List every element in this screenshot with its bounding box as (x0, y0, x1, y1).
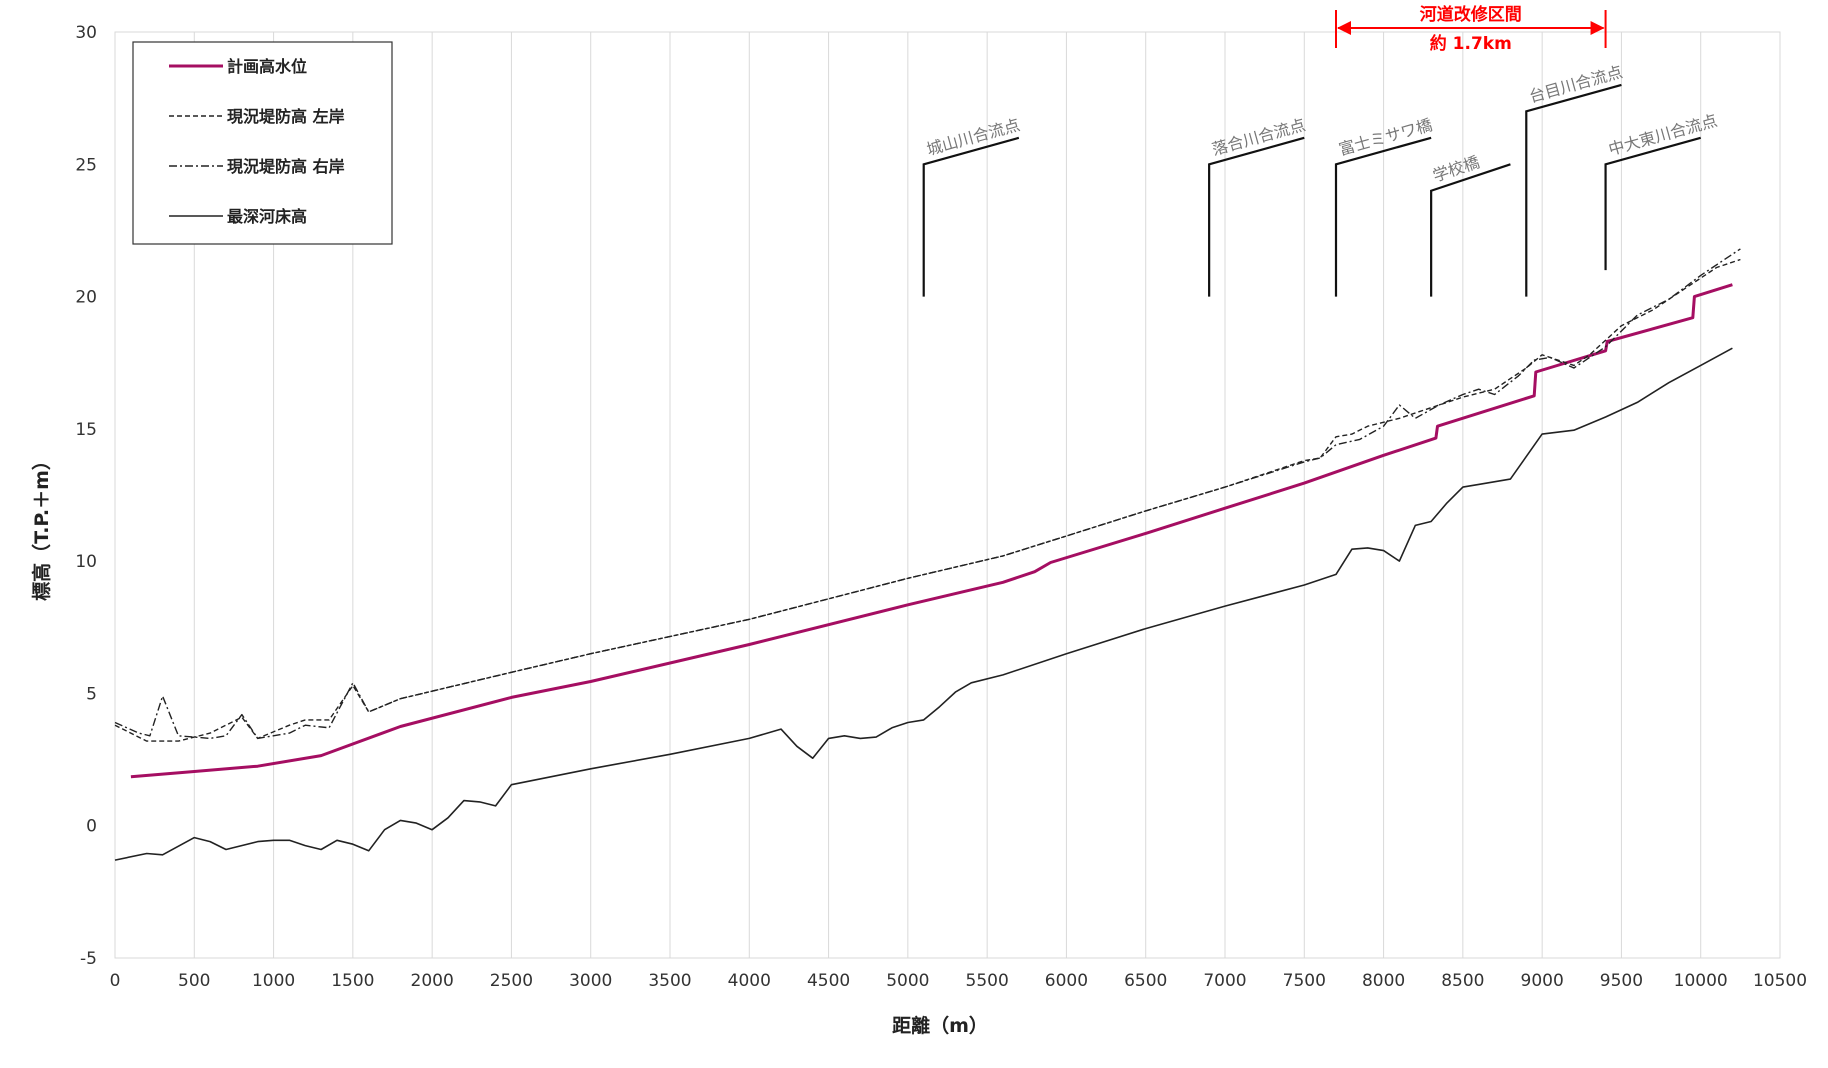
section-title: 河道改修区間 (1420, 4, 1522, 25)
y-tick-label: 10 (75, 552, 97, 572)
confluence-marker-line (1430, 163, 1511, 297)
x-tick-label: 0 (110, 971, 121, 991)
section-length: 約 1.7km (1430, 33, 1512, 54)
x-tick-label: 8500 (1441, 971, 1484, 991)
legend-label: 計画高水位 (227, 57, 307, 76)
axis-layer: 0 500 1000 1500 2000 2500 3000 3500 4000 4500 5000… (75, 23, 1807, 991)
x-tick-label: 3000 (569, 971, 612, 991)
x-tick-label: 10000 (1674, 971, 1728, 991)
series-line (130, 283, 1733, 779)
section-arrow-head-right (1590, 21, 1605, 35)
section-arrow-head-left (1337, 21, 1351, 35)
legend-label: 現況堤防高 右岸 (227, 157, 345, 176)
x-tick-label: 7500 (1283, 971, 1326, 991)
plot-area-border (114, 31, 1781, 959)
x-tick-label: 4000 (728, 971, 771, 991)
y-tick-label: 5 (86, 684, 97, 704)
series-line (114, 347, 1733, 861)
series-line (114, 248, 1741, 740)
y-tick-label: 25 (75, 155, 97, 175)
y-tick-label: -5 (80, 949, 97, 969)
confluence-marker-line (1208, 136, 1305, 297)
legend-box (132, 41, 393, 245)
x-tick-label: 5500 (966, 971, 1009, 991)
x-tick-label: 2500 (490, 971, 533, 991)
x-tick-label: 7000 (1203, 971, 1246, 991)
x-tick-label: 9500 (1600, 971, 1643, 991)
confluence-marker-line (1525, 83, 1622, 297)
grid-layer (114, 31, 1781, 959)
series-layer (114, 248, 1741, 861)
x-tick-label: 500 (178, 971, 210, 991)
x-tick-label: 6500 (1124, 971, 1167, 991)
confluence-marker-line (922, 136, 1020, 297)
x-tick-label: 1500 (331, 971, 374, 991)
confluence-marker-line (1604, 136, 1702, 271)
legend-label: 現況堤防高 左岸 (227, 107, 345, 126)
y-tick-label: 20 (75, 288, 97, 308)
x-tick-label: 3500 (648, 971, 691, 991)
y-tick-label: 30 (75, 23, 97, 43)
legend-label: 最深河床高 (227, 207, 307, 226)
x-tick-label: 10500 (1753, 971, 1807, 991)
y-tick-label: 15 (75, 420, 97, 440)
x-tick-label: 1000 (252, 971, 295, 991)
y-tick-label: 0 (86, 817, 97, 837)
x-axis-title: 距離（m） (892, 1014, 988, 1037)
y-axis-title: 標高（T.P.＋m） (30, 451, 53, 601)
x-tick-label: 6000 (1045, 971, 1088, 991)
x-tick-label: 9000 (1521, 971, 1564, 991)
x-tick-label: 2000 (411, 971, 454, 991)
x-tick-label: 5000 (886, 971, 929, 991)
confluence-marker-line (1334, 136, 1432, 297)
x-tick-label: 8000 (1362, 971, 1405, 991)
x-tick-label: 4500 (807, 971, 850, 991)
